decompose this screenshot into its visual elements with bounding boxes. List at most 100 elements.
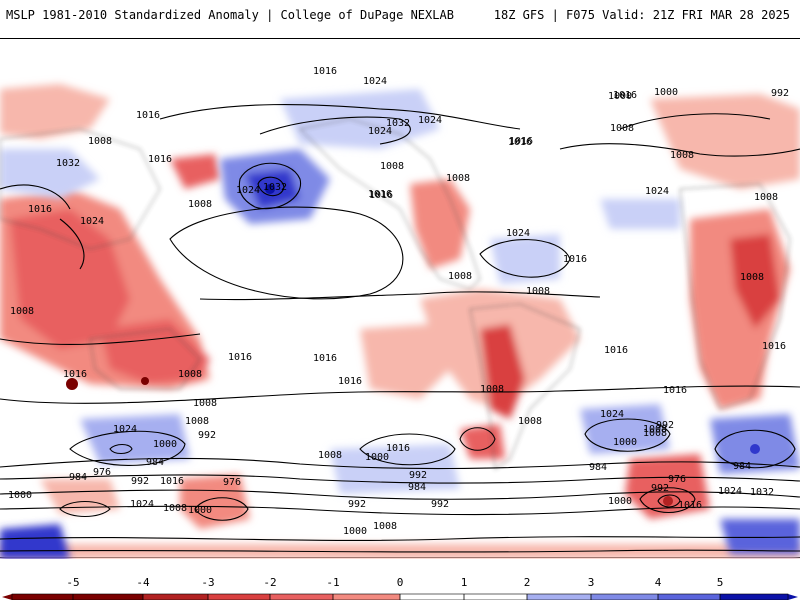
isobar-label: 1016	[613, 90, 637, 101]
isobar-label: 984	[146, 457, 164, 468]
isobar-label: 984	[733, 461, 751, 472]
isobar-label: 976	[93, 467, 111, 478]
isobar-label: 1032	[386, 118, 410, 129]
isobar-label: 1000	[613, 437, 637, 448]
colorbar-swatch	[400, 594, 464, 600]
isobar-label: 992	[348, 499, 366, 510]
isobar-label: 984	[589, 462, 607, 473]
isobar-label: 1016	[563, 254, 587, 265]
anomaly-blue-southern-west	[0, 524, 70, 559]
isobar-low-southern-2	[194, 497, 249, 521]
isobar-label: 1008	[10, 306, 34, 317]
isobar-label: 1016	[148, 154, 172, 165]
isobar-siberia-1032	[0, 184, 71, 210]
anomaly-red-west-pacific-core	[10, 209, 130, 349]
isobar-label: 1008	[188, 199, 212, 210]
isobar-1008-antarctic	[0, 536, 800, 541]
colorbar-tick-label: 1	[461, 576, 468, 589]
colorbar-swatch	[73, 594, 143, 600]
isobar-label: 1000	[153, 439, 177, 450]
isobar-1024-north	[259, 116, 411, 145]
isobar-eurasia-1016	[619, 113, 771, 130]
isobar-label: 1016	[313, 353, 337, 364]
isobar-label: 1008	[448, 271, 472, 282]
isobar-atlantic-high	[479, 239, 571, 278]
isobar-label: 1008	[670, 150, 694, 161]
isobar-label: 1008	[754, 192, 778, 203]
isobar-aleutian-low	[238, 162, 301, 210]
anomaly-red-south-pacific	[360, 324, 450, 399]
isobar-low-southern-1-inner	[657, 494, 681, 508]
anomaly-blue-siberia	[0, 149, 100, 199]
isobar-label: 1000	[343, 526, 367, 537]
isobar-low-southern-1	[639, 487, 696, 513]
isobar-label: 992	[131, 476, 149, 487]
isobar-label: 1008	[163, 503, 187, 514]
isobar-label: 984	[69, 472, 87, 483]
colorbar-tick-label: 3	[588, 576, 595, 589]
isobar-south-pacific-low	[459, 427, 496, 451]
isobar-label: 1008	[373, 521, 397, 532]
colorbar: -5 -4 -3 -2 -1 0 1 2 3 4 5	[2, 576, 798, 600]
isobar-south-africa-high	[714, 429, 796, 469]
anomaly-red-nw	[0, 84, 110, 139]
isobar-label: 1000	[365, 452, 389, 463]
isobar-label: 992	[198, 430, 216, 441]
isobar-label: 1024	[113, 424, 137, 435]
isobar-label: 1016	[136, 110, 160, 121]
isobar-label: 1024	[718, 486, 742, 497]
coast-australia	[89, 328, 201, 390]
colorbar-extend-right	[788, 594, 798, 600]
anomaly-red-west-us	[410, 179, 470, 269]
isobar-label: 1008	[518, 416, 542, 427]
deep-low-center-2	[141, 377, 149, 385]
colorbar-swatches	[2, 593, 798, 600]
colorbar-extend-left	[2, 594, 12, 600]
isobar-aleutian-inner	[257, 176, 285, 197]
isobar-1016-antarctic	[0, 549, 800, 553]
isobar-label: 984	[408, 482, 426, 493]
anomaly-red-southern-ocean-2	[40, 479, 120, 514]
coast-eurasia	[0, 128, 161, 250]
isobar-label: 992	[409, 470, 427, 481]
isobar-asia-1024	[59, 218, 85, 270]
isobar-label: 1008	[526, 286, 550, 297]
isobar-label: 1016	[604, 345, 628, 356]
isobar-label: 1032	[56, 158, 80, 169]
colorbar-ticks: -5 -4 -3 -2 -1 0 1 2 3 4 5	[66, 576, 723, 600]
isobar-label: 1024	[130, 499, 154, 510]
isobar-label: 1024	[80, 216, 104, 227]
isobar-1008-south	[0, 457, 800, 470]
isobar-label: 1016	[28, 204, 52, 215]
isobar-contours	[0, 103, 800, 553]
colorbar-tick-label: 2	[524, 576, 531, 589]
anomaly-red-south-atlantic	[625, 454, 710, 519]
isobar-1016-mid	[199, 291, 601, 301]
isobar-europe-1008	[559, 143, 800, 157]
isobar-label: 1016	[762, 341, 786, 352]
deep-low-center-1	[66, 378, 78, 390]
isobar-1000-south	[0, 474, 800, 484]
anomaly-map: 1016 1024 1032 1024 1016 1008 1016 1032 1024 1024…	[0, 66, 800, 559]
colorbar-swatch	[333, 594, 400, 600]
anomaly-blue-atlantic-north	[600, 199, 680, 229]
colorbar-tick-label: -3	[201, 576, 214, 589]
isobar-label: 1024	[363, 76, 387, 87]
map-title: MSLP 1981-2010 Standardized Anomaly | Co…	[6, 8, 454, 22]
isobar-south-indian-high	[69, 430, 186, 466]
colorbar-swatch	[208, 594, 270, 600]
isobar-label: 1008	[318, 450, 342, 461]
anomaly-blue-south-indian	[80, 414, 190, 464]
colorbar-swatch	[591, 594, 658, 600]
coastlines	[0, 118, 791, 470]
isobar-label: 992	[431, 499, 449, 510]
isobar-984-south	[0, 505, 800, 516]
anomaly-red-patagonia	[460, 424, 505, 459]
anomaly-centers	[66, 184, 760, 506]
isobar-label: 1008	[610, 123, 634, 134]
colorbar-tick-label: 0	[397, 576, 404, 589]
isobar-south-atlantic-high	[584, 418, 671, 452]
anomaly-red-east-africa	[730, 234, 780, 329]
isobar-label: 1008	[643, 428, 667, 439]
colorbar-tick-label: -1	[326, 576, 339, 589]
